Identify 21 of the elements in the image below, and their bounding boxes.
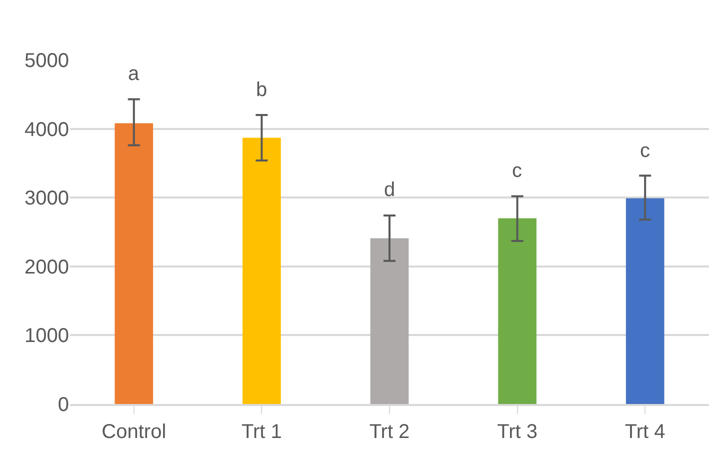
bar <box>626 198 664 404</box>
y-tick-label: 1000 <box>24 325 69 348</box>
y-tick-label: 0 <box>58 394 69 416</box>
bar <box>114 123 154 404</box>
x-tick-label: Control <box>102 421 166 443</box>
annotation: a <box>128 63 140 85</box>
annotation: c <box>512 160 522 182</box>
bar <box>498 218 536 404</box>
annotation: b <box>256 79 268 101</box>
x-tick-label: Trt 1 <box>242 421 282 443</box>
y-tick-label: 5000 <box>24 50 69 72</box>
annotation: d <box>384 179 396 201</box>
y-tick-label: 3000 <box>24 188 69 210</box>
x-tick-label: Trt 2 <box>369 421 410 443</box>
x-tick-label: Trt 3 <box>497 421 538 443</box>
bar <box>370 238 409 404</box>
annotation: c <box>640 140 650 162</box>
x-tick-label: Trt 4 <box>624 421 666 443</box>
y-tick-label: 4000 <box>24 118 69 141</box>
y-tick-label: 2000 <box>24 256 69 278</box>
bar <box>242 138 281 404</box>
